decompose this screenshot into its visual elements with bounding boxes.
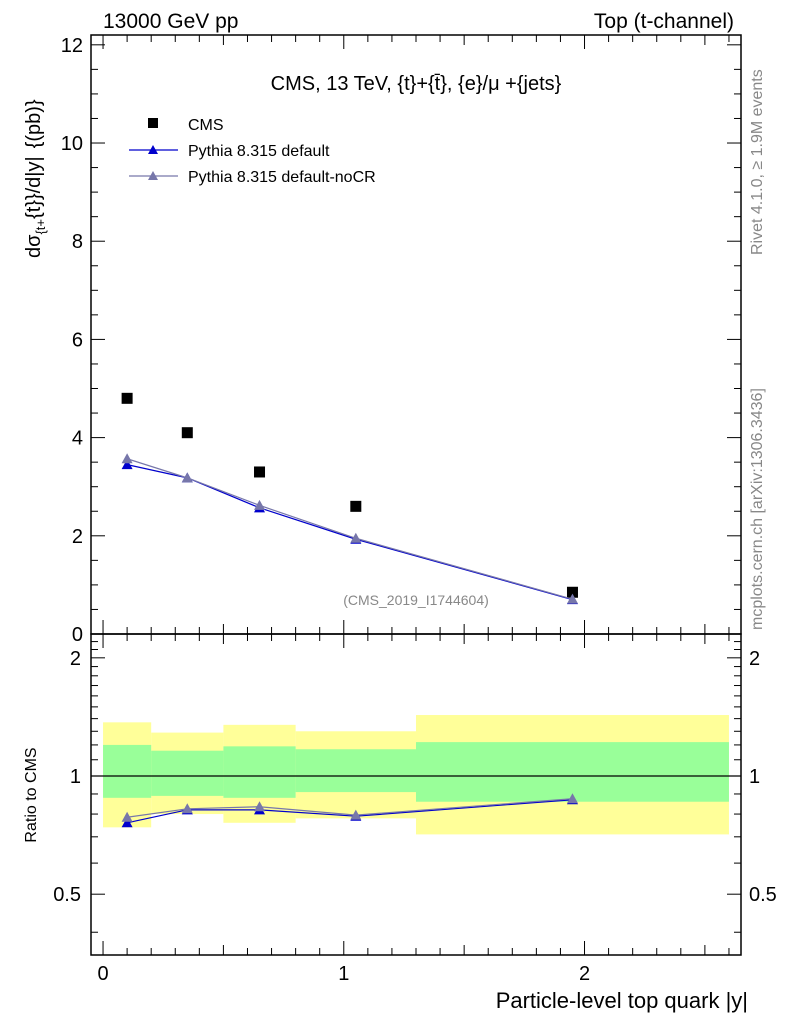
- ylabel-dsigma: dσ: [23, 234, 45, 258]
- series-1-point-0: [121, 459, 133, 470]
- ratio-bands: [103, 715, 729, 835]
- series-2-point-3: [350, 532, 362, 543]
- legend-label-cms: CMS: [188, 117, 224, 134]
- cms-point-1: [181, 427, 193, 439]
- header-right: Top (t-channel): [594, 10, 734, 33]
- header-left: 13000 GeV pp: [103, 10, 238, 33]
- x-axis-label: Particle-level top quark |y|: [496, 988, 748, 1013]
- series-line-1: [126, 464, 573, 601]
- ratio-ytick-label: 0.5: [53, 884, 81, 906]
- legend-marker-default: [148, 145, 158, 154]
- legend-label-default: Pythia 8.315 default: [188, 143, 330, 160]
- chart-title: CMS, 13 TeV, {t}+{t̄}, {e}/μ +{jets}: [271, 73, 562, 95]
- green-band-1: [151, 750, 224, 796]
- legend: CMS Pythia 8.315 default Pythia 8.315 de…: [129, 117, 376, 186]
- ratio-1-point-3: [350, 809, 362, 820]
- ratio-ytick-label: 2: [70, 648, 81, 670]
- xtick-label: 1: [338, 963, 349, 985]
- ratio-1-point-0: [121, 811, 133, 822]
- series-2-point-2: [254, 499, 266, 510]
- ratio-1-point-1: [181, 803, 193, 814]
- main-ytick-label: 8: [72, 231, 83, 253]
- series-2-point-0: [121, 453, 133, 464]
- series-2-point-4: [566, 593, 578, 604]
- main-ytick-label: 12: [61, 35, 83, 57]
- ylabel-unit: {(pb)}: [23, 99, 45, 148]
- ylabel-t: {t}}/d|y|: [23, 156, 45, 219]
- cms-point-0: [121, 392, 133, 404]
- green-band-3: [295, 749, 416, 793]
- main-ytick-label: 10: [61, 133, 83, 155]
- ratio-0-point-0: [121, 817, 133, 828]
- xtick-label: 2: [579, 963, 590, 985]
- ylabel-sub: {t+: [33, 219, 48, 235]
- xtick-label: 0: [97, 963, 108, 985]
- series-line-2: [126, 458, 573, 600]
- legend-marker-nocr: [148, 171, 158, 180]
- legend-label-nocr: Pythia 8.315 default-noCR: [188, 169, 376, 186]
- cms-point-3: [350, 500, 362, 512]
- cms-point-4: [566, 586, 578, 598]
- main-series: [121, 392, 578, 605]
- main-ytick-label: 2: [72, 526, 83, 548]
- ratio-y-axis-label: Ratio to CMS: [23, 747, 40, 842]
- ratio-ytick-label-right: 0.5: [749, 884, 777, 906]
- mcplots-label: mcplots.cern.ch [arXiv:1306.3436]: [749, 388, 766, 630]
- cms-point-2: [254, 466, 266, 478]
- series-2-point-1: [181, 472, 193, 483]
- ratio-1-point-4: [566, 793, 578, 804]
- main-ytick-label: 4: [72, 428, 83, 450]
- ratio-ytick-label-right: 2: [749, 648, 760, 670]
- rivet-label: Rivet 4.1.0, ≥ 1.9M events: [749, 69, 766, 255]
- ratio-series: [121, 793, 578, 828]
- green-band-0: [103, 744, 152, 798]
- ratio-ytick-label-right: 1: [749, 766, 760, 788]
- main-ytick-label: 0: [72, 624, 83, 646]
- main-ytick-label: 6: [72, 329, 83, 351]
- analysis-tag: (CMS_2019_I1744604): [343, 592, 489, 608]
- legend-marker-cms: [148, 118, 158, 128]
- green-band-4: [416, 742, 729, 802]
- green-band-2: [223, 746, 296, 798]
- ratio-ytick-label: 1: [70, 766, 81, 788]
- main-y-axis-label: dσ{t+{t}}/d|y| {(pb)}: [23, 99, 48, 258]
- ratio-1-point-2: [254, 801, 266, 812]
